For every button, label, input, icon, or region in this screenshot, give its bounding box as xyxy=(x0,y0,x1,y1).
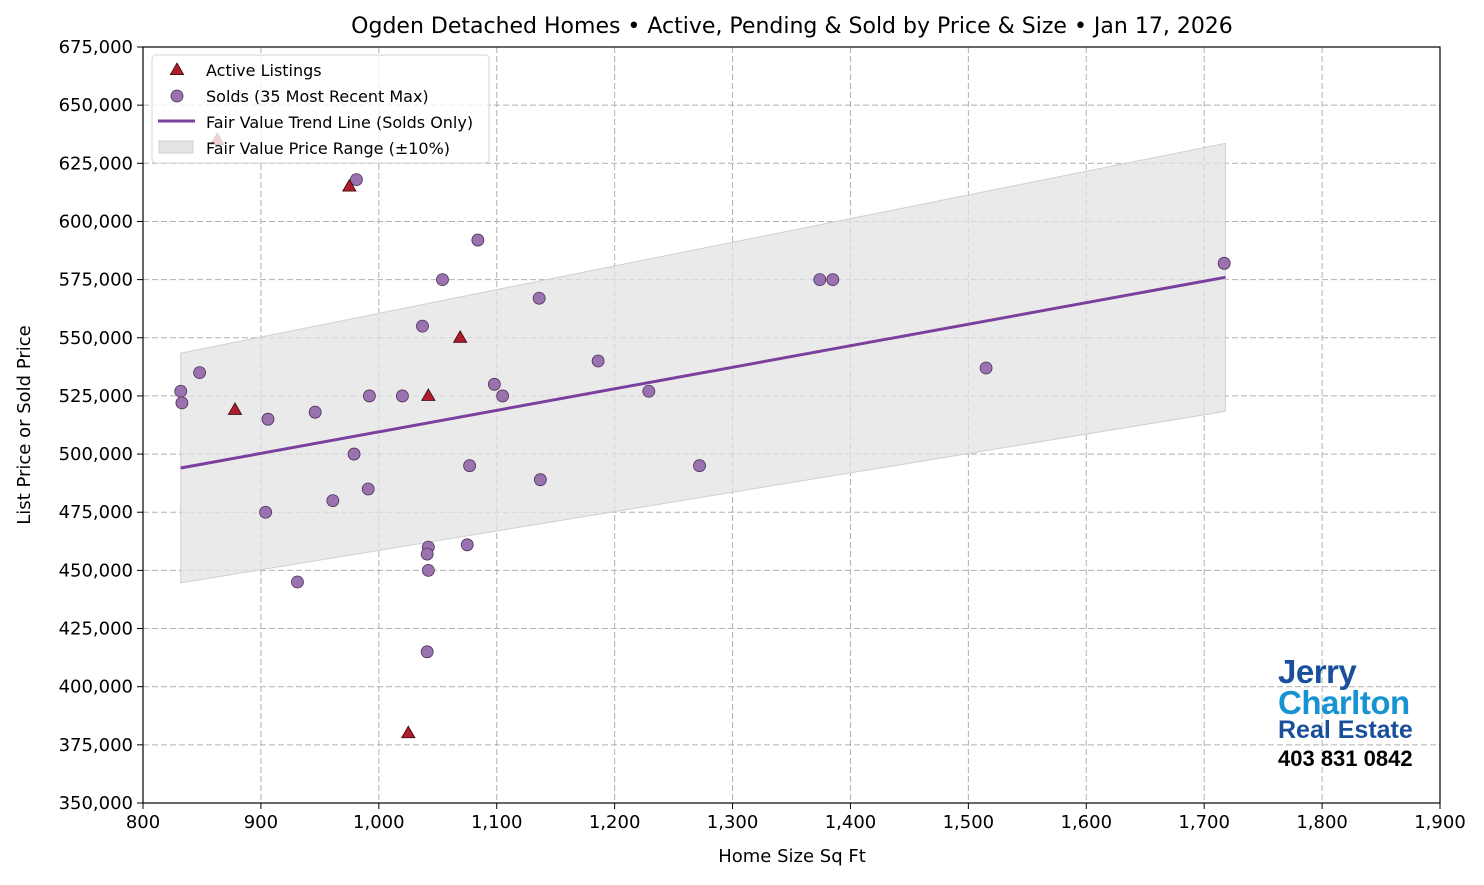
legend-label: Active Listings xyxy=(206,61,322,80)
x-tick-label: 1,200 xyxy=(589,812,641,833)
y-tick-label: 400,000 xyxy=(59,677,133,698)
x-tick-label: 1,300 xyxy=(707,812,759,833)
sold-point xyxy=(979,361,993,375)
legend-label: Fair Value Price Range (±10%) xyxy=(206,139,450,158)
sold-point xyxy=(471,233,485,247)
sold-point xyxy=(826,273,840,287)
y-tick-label: 550,000 xyxy=(59,328,133,349)
legend-box xyxy=(151,54,490,164)
y-tick-label: 450,000 xyxy=(59,560,133,581)
y-tick-label: 575,000 xyxy=(59,270,133,291)
logo: Jerry Charlton Real Estate 403 831 0842 xyxy=(1278,655,1413,770)
sold-point xyxy=(642,384,656,398)
y-tick-label: 425,000 xyxy=(59,619,133,640)
y-tick-label: 375,000 xyxy=(59,735,133,756)
x-tick-label: 1,000 xyxy=(353,812,405,833)
sold-point xyxy=(259,505,273,519)
sold-point xyxy=(487,377,501,391)
y-tick-label: 675,000 xyxy=(59,37,133,58)
range-band xyxy=(180,142,1226,584)
active-listing-point xyxy=(400,725,416,739)
y-tick-label: 350,000 xyxy=(59,793,133,814)
legend-band-icon xyxy=(158,140,194,154)
y-axis-label: List Price or Sold Price xyxy=(14,325,35,524)
active-listing-point xyxy=(452,329,468,343)
sold-point xyxy=(420,547,434,561)
trend-line-group xyxy=(180,275,1226,470)
legend-triangle-icon xyxy=(169,62,185,75)
active-listing-point xyxy=(420,388,436,401)
sold-point xyxy=(693,459,706,473)
active-listing-point xyxy=(341,178,357,192)
y-tick-label: 475,000 xyxy=(59,502,133,523)
sold-point xyxy=(591,354,605,368)
y-tick-label: 625,000 xyxy=(59,153,133,174)
sold-point xyxy=(362,389,376,403)
sold-point xyxy=(416,319,429,333)
sold-point xyxy=(395,389,409,403)
x-tick-label: 800 xyxy=(126,812,160,833)
sold-point xyxy=(308,405,322,419)
x-tick-label: 1,500 xyxy=(943,812,995,833)
sold-point xyxy=(175,396,189,410)
sold-point xyxy=(347,447,361,461)
legend-label: Fair Value Trend Line (Solds Only) xyxy=(206,113,473,132)
legend-circle-icon xyxy=(170,89,184,103)
y-tick-label: 600,000 xyxy=(59,211,133,232)
price-range-band xyxy=(180,142,1226,584)
logo-line2: Charlton xyxy=(1278,684,1410,721)
sold-point xyxy=(460,538,474,552)
sold-point xyxy=(1217,256,1231,270)
y-tick-label: 500,000 xyxy=(59,444,133,465)
trend-line xyxy=(180,275,1226,470)
logo-phone: 403 831 0842 xyxy=(1278,746,1413,771)
sold-point xyxy=(350,173,363,186)
y-tick-label: 525,000 xyxy=(59,386,133,407)
x-tick-label: 1,800 xyxy=(1296,812,1348,833)
sold-point xyxy=(326,494,340,508)
x-tick-label: 900 xyxy=(244,812,278,833)
sold-point xyxy=(463,459,477,473)
sold-point xyxy=(436,273,449,287)
sold-point xyxy=(533,473,547,487)
y-tick-label: 650,000 xyxy=(59,95,133,116)
plot-frame xyxy=(142,46,1441,804)
chart-title: Ogden Detached Homes • Active, Pending &… xyxy=(351,14,1233,39)
logo-line1: Jerry xyxy=(1278,653,1357,690)
x-tick-label: 1,400 xyxy=(825,812,877,833)
sold-point xyxy=(420,645,434,659)
x-tick-label: 1,600 xyxy=(1061,812,1113,833)
sold-point xyxy=(193,366,206,380)
sold-point xyxy=(361,482,375,496)
sold-point xyxy=(496,389,510,403)
sold-point xyxy=(261,412,275,426)
legend-label: Solds (35 Most Recent Max) xyxy=(206,87,429,106)
logo-line3: Real Estate xyxy=(1278,716,1413,744)
sold-point xyxy=(291,575,304,589)
x-axis-label: Home Size Sq Ft xyxy=(718,846,866,867)
x-tick-label: 1,900 xyxy=(1414,812,1466,833)
sold-point xyxy=(421,563,435,577)
axes: 800 900 1,000 1,100 1,200 1,300 1,400 1,500 1,60… xyxy=(59,37,1466,833)
x-tick-label: 1,100 xyxy=(471,812,523,833)
sold-point xyxy=(813,273,827,287)
legend: Active Listings Solds (35 Most Recent Max… xyxy=(151,54,490,164)
x-tick-label: 1,700 xyxy=(1178,812,1230,833)
sold-point xyxy=(174,384,188,398)
active-listing-point xyxy=(227,402,243,415)
sold-point xyxy=(532,291,546,305)
